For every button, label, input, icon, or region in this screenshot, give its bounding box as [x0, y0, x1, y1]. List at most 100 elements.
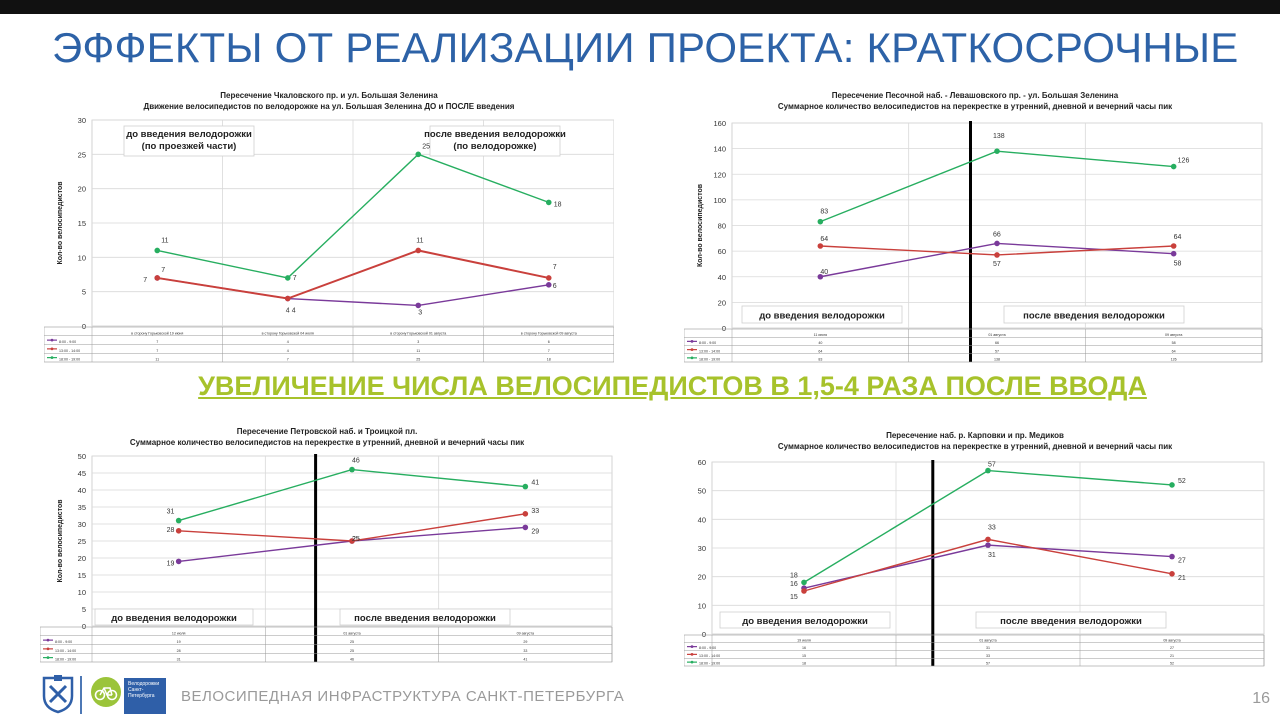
table-cell: 4 — [287, 340, 289, 344]
annotation-before: до введения велодорожки — [719, 611, 891, 629]
chart-subtitle: Движение велосипедистов по велодорожке н… — [144, 102, 515, 111]
bicycle-logo — [90, 676, 122, 713]
data-point — [175, 528, 182, 534]
annotation-box — [123, 125, 255, 157]
chart-svg: Пересечение Чкаловского пр. и ул. Больша… — [44, 91, 614, 363]
table-cell: 3 — [417, 340, 419, 344]
data-table: 19 июля 01 августа 09 августа 8:00 - 9:00 16… — [684, 634, 1265, 667]
data-point — [284, 295, 291, 302]
legend-marker — [50, 356, 54, 360]
y-tick-label: 30 — [78, 116, 86, 125]
y-tick-label: 0 — [82, 622, 86, 631]
y-tick-label: 10 — [78, 253, 86, 262]
data-label: 31 — [167, 509, 175, 516]
data-table: 12 июля 01 августа 09 августа 8:00 - 9:00 19… — [40, 626, 613, 663]
data-label: 7 — [293, 275, 297, 282]
data-point — [1169, 553, 1175, 560]
table-cell: 15 — [802, 654, 806, 658]
data-point — [1170, 163, 1177, 170]
coat-of-arms-logo — [40, 674, 76, 719]
data-point — [175, 517, 182, 524]
data-label: 64 — [1174, 234, 1182, 241]
y-tick-label: 50 — [78, 452, 86, 461]
y-tick-label: 60 — [718, 247, 726, 256]
annotation-text: после введения велодорожки — [354, 613, 496, 624]
table-cell: 66 — [995, 341, 999, 345]
data-point — [349, 538, 355, 544]
table-cell: 25 — [350, 640, 354, 644]
data-point — [985, 467, 991, 474]
data-point — [817, 273, 824, 280]
legend-label: 8:00 - 9:00 — [699, 341, 716, 345]
y-tick-label: 25 — [78, 150, 86, 159]
data-point — [817, 243, 824, 249]
table-cell: 27 — [1170, 646, 1174, 650]
data-label: 83 — [820, 209, 828, 216]
x-tick-label: 11 июля — [814, 333, 827, 337]
data-label: 66 — [993, 231, 1001, 238]
legend-label: 13:00 - 14:00 — [699, 654, 720, 658]
legend-label: 13:00 - 14:00 — [55, 649, 76, 653]
data-label: 3 — [418, 309, 422, 316]
data-label: 126 — [1178, 158, 1190, 165]
table-cell: 11 — [416, 349, 420, 353]
y-tick-label: 20 — [78, 185, 86, 194]
table-cell: 33 — [986, 654, 990, 658]
data-label: 46 — [352, 458, 360, 465]
data-label: 16 — [790, 581, 798, 588]
y-tick-label: 5 — [82, 288, 86, 297]
data-point — [349, 466, 355, 473]
data-point — [1169, 482, 1175, 488]
y-tick-label: 10 — [698, 601, 706, 610]
chart-svg: Пересечение Петровской наб. и Троицкой п… — [40, 427, 613, 663]
data-table: в сторону Горьковской 19 июня в сторону Г… — [44, 326, 614, 363]
legend-marker — [690, 356, 694, 360]
x-tick-label: 09 августа — [1165, 333, 1182, 337]
table-cell: 18 — [802, 662, 806, 666]
chart-karpovka: Пересечение наб. р. Карповки и пр. Медик… — [684, 428, 1266, 668]
x-tick-label: 01 августа — [343, 631, 360, 635]
y-tick-label: 50 — [698, 487, 706, 496]
y-tick-label: 45 — [78, 469, 86, 478]
annotation-box — [94, 608, 254, 626]
x-tick-label: в сторону Горьковской 04 июля — [262, 331, 314, 335]
annotation-before: до введения велодорожки — [94, 608, 254, 626]
table-cell: 21 — [1170, 654, 1174, 658]
annotation-box — [741, 305, 903, 324]
data-point — [175, 558, 182, 565]
data-label: 27 — [1178, 558, 1186, 565]
y-axis-label: Кол-во велосипедистов — [57, 181, 64, 265]
legend-marker — [690, 652, 694, 656]
data-point — [284, 275, 291, 281]
table-cell: 7 — [548, 349, 550, 353]
legend-marker — [690, 660, 694, 664]
brand-logo-line-1: Велодорожки — [128, 681, 160, 687]
y-tick-label: 10 — [78, 588, 86, 597]
data-label: 33 — [531, 508, 539, 515]
data-point — [801, 588, 807, 594]
y-tick-label: 40 — [718, 273, 726, 282]
data-point — [1170, 250, 1177, 257]
data-label: 64 — [820, 236, 828, 243]
legend-label: 13:00 - 14:00 — [699, 349, 720, 353]
annotation-box — [1003, 305, 1185, 324]
table-cell: 40 — [818, 341, 822, 345]
data-label: 29 — [531, 528, 539, 535]
table-cell: 64 — [818, 349, 822, 353]
data-point — [1169, 571, 1175, 577]
annotation-after: после введения велодорожки — [339, 608, 511, 626]
x-tick-label: в сторону Горьковской 01 августа — [390, 331, 446, 335]
annotation-after: после введения велодорожки — [1003, 305, 1185, 324]
data-label: 58 — [1174, 261, 1182, 268]
annotation-box — [339, 608, 511, 626]
table-cell: 11 — [155, 358, 159, 362]
data-label: 7 — [553, 264, 557, 271]
y-tick-label: 80 — [718, 222, 726, 231]
data-label: 28 — [167, 527, 175, 534]
data-label: 57 — [993, 261, 1001, 268]
y-tick-label: 0 — [722, 324, 726, 333]
data-table-frame — [44, 326, 614, 363]
data-point — [522, 511, 529, 517]
data-point — [415, 302, 422, 309]
data-label: 25 — [352, 536, 360, 543]
